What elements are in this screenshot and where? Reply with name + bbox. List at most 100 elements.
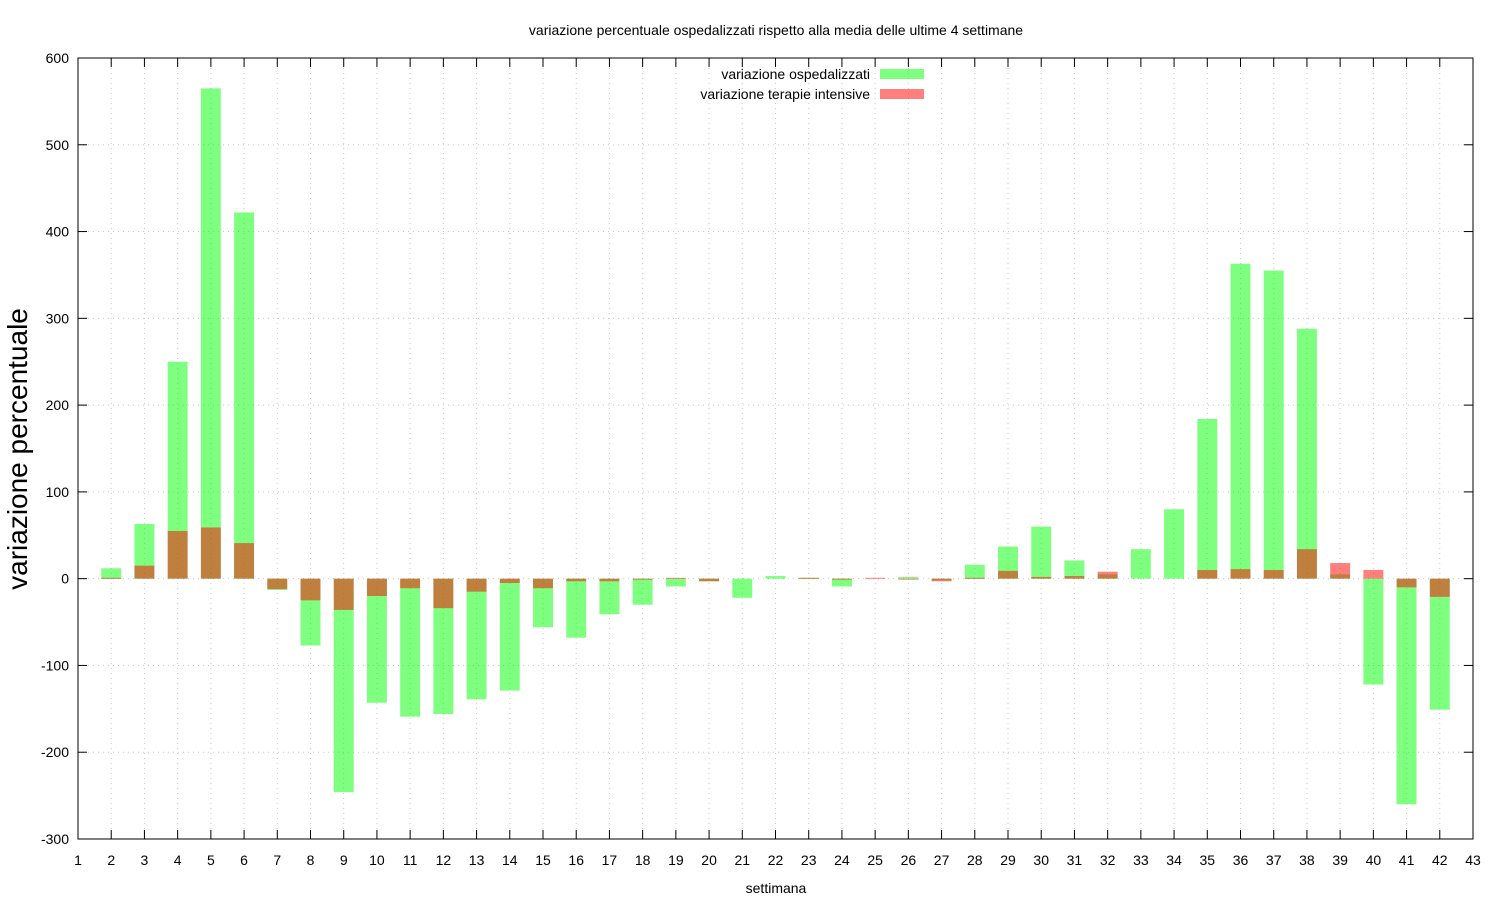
bar-ospedalizzati: [1031, 526, 1052, 579]
bar-ospedalizzati: [1130, 549, 1151, 579]
x-tick-label: 14: [502, 852, 518, 868]
x-tick-label: 30: [1033, 852, 1049, 868]
bar-terapie-intensive: [333, 578, 354, 610]
bar-terapie-intensive: [898, 578, 919, 580]
x-tick-label: 18: [635, 852, 651, 868]
x-tick-label: 42: [1432, 852, 1448, 868]
bar-ospedalizzati: [1296, 328, 1317, 579]
bar-ospedalizzati: [1396, 578, 1417, 805]
x-axis-label: settimana: [746, 880, 807, 896]
bar-ospedalizzati: [466, 578, 487, 700]
legend: variazione ospedalizzati variazione tera…: [700, 66, 924, 102]
x-tick-label: 12: [436, 852, 452, 868]
bar-terapie-intensive: [234, 543, 255, 579]
y-tick-label: 200: [46, 397, 70, 413]
legend-swatch-terapie: [880, 89, 924, 99]
y-tick-label: -100: [41, 657, 69, 673]
bar-ospedalizzati: [732, 578, 753, 598]
x-tick-label: 22: [768, 852, 784, 868]
bar-ospedalizzati: [499, 578, 520, 691]
x-tick-label: 9: [340, 852, 348, 868]
x-tick-label: 40: [1366, 852, 1382, 868]
bar-terapie-intensive: [1330, 563, 1351, 579]
x-tick-label: 3: [141, 852, 149, 868]
y-axis-label: variazione percentuale: [2, 308, 33, 590]
bar-terapie-intensive: [798, 577, 819, 579]
bar-terapie-intensive: [267, 578, 288, 590]
x-tick-label: 8: [307, 852, 315, 868]
bar-terapie-intensive: [1363, 569, 1384, 579]
x-tick-label: 7: [273, 852, 281, 868]
bar-ospedalizzati: [998, 546, 1018, 579]
bar-ospedalizzati: [134, 523, 155, 579]
x-tick-label: 6: [240, 852, 248, 868]
bar-terapie-intensive: [566, 578, 587, 582]
bar-ospedalizzati: [234, 212, 255, 579]
bar-ospedalizzati: [200, 88, 221, 579]
x-tick-label: 2: [107, 852, 115, 868]
bar-ospedalizzati: [1363, 578, 1384, 685]
bar-terapie-intensive: [134, 565, 155, 579]
bar-terapie-intensive: [366, 578, 387, 597]
bar-terapie-intensive: [533, 578, 553, 589]
bar-ospedalizzati: [1064, 560, 1085, 579]
x-tick-label: 39: [1332, 852, 1348, 868]
x-tick-label: 1: [74, 852, 82, 868]
legend-label-terapie: variazione terapie intensive: [700, 86, 870, 102]
bar-terapie-intensive: [599, 578, 620, 582]
y-tick-label: 500: [46, 137, 70, 153]
bar-ospedalizzati: [433, 578, 454, 715]
bar-terapie-intensive: [632, 578, 653, 580]
x-tick-label: 33: [1133, 852, 1149, 868]
x-tick-label: 21: [734, 852, 750, 868]
y-tick-label: 600: [46, 50, 70, 66]
y-tick-label: 400: [46, 224, 70, 240]
bar-ospedalizzati: [333, 578, 354, 793]
bar-terapie-intensive: [200, 527, 221, 579]
bar-ospedalizzati: [366, 578, 387, 703]
bar-terapie-intensive: [167, 530, 188, 579]
x-tick-label: 41: [1399, 852, 1415, 868]
y-tick-label: 100: [46, 484, 70, 500]
bar-terapie-intensive: [665, 577, 686, 579]
bar-ospedalizzati: [400, 578, 421, 717]
chart-title: variazione percentuale ospedalizzati ris…: [529, 22, 1023, 38]
grid-lines: [78, 58, 1473, 839]
bar-terapie-intensive: [964, 577, 985, 579]
bars: [101, 88, 1450, 805]
x-tick-label: 13: [469, 852, 485, 868]
bar-terapie-intensive: [1263, 569, 1284, 579]
y-tick-label: 300: [46, 310, 70, 326]
bar-terapie-intensive: [699, 578, 720, 582]
bar-terapie-intensive: [1064, 576, 1085, 579]
bar-ospedalizzati: [1230, 263, 1251, 579]
bar-terapie-intensive: [831, 578, 852, 580]
bar-ospedalizzati: [566, 578, 587, 638]
bar-ospedalizzati: [765, 576, 786, 579]
bar-terapie-intensive: [865, 577, 886, 579]
legend-label-ospedalizzati: variazione ospedalizzati: [721, 66, 870, 82]
x-tick-label: 35: [1199, 852, 1215, 868]
bar-terapie-intensive: [101, 577, 122, 579]
bar-terapie-intensive: [499, 578, 520, 584]
x-tick-label: 10: [369, 852, 385, 868]
x-tick-label: 23: [801, 852, 817, 868]
bar-ospedalizzati: [1164, 509, 1185, 579]
bar-terapie-intensive: [1031, 576, 1052, 579]
x-tick-label: 32: [1100, 852, 1116, 868]
bar-terapie-intensive: [400, 578, 421, 589]
bar-ospedalizzati: [1197, 418, 1218, 579]
x-tick-label: 19: [668, 852, 684, 868]
x-axis: 1 2 3 4 5 6 7 8 9 10 11 12 13 14 15 16 17 18 19 20 21 22 23 24 2…: [74, 58, 1481, 868]
bar-terapie-intensive: [998, 570, 1018, 579]
bar-ospedalizzati: [533, 578, 553, 628]
bar-terapie-intensive: [1396, 578, 1417, 588]
x-tick-label: 25: [867, 852, 883, 868]
y-axis: -300 -200 -100 0 100 200 300 400 500 600: [41, 50, 1473, 847]
bar-ospedalizzati: [632, 578, 653, 605]
legend-swatch-ospedalizzati: [880, 69, 924, 79]
y-tick-label: 0: [61, 571, 69, 587]
x-tick-label: 16: [568, 852, 584, 868]
bar-terapie-intensive: [433, 578, 454, 609]
